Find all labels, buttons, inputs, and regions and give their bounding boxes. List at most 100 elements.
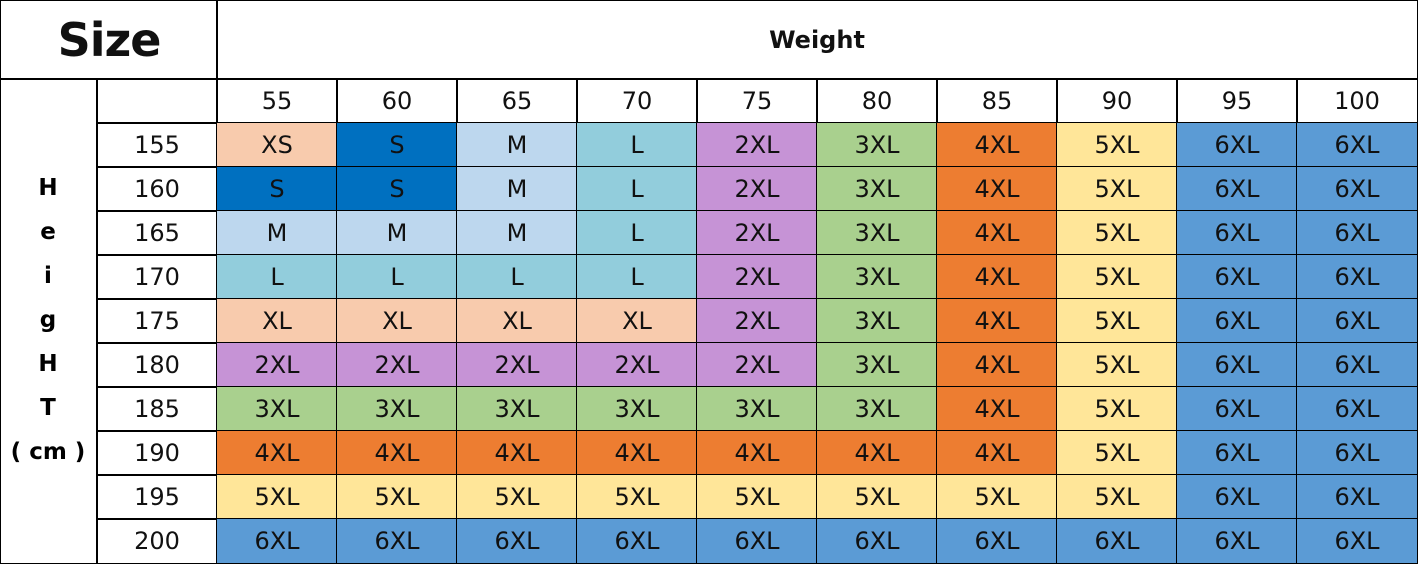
height-value: 180 — [96, 342, 218, 388]
height-value: 200 — [96, 518, 218, 564]
height-value: 195 — [96, 474, 218, 520]
size-cell: XL — [576, 298, 698, 344]
size-cell: 5XL — [1056, 254, 1178, 300]
weight-label: Weight — [216, 0, 1418, 80]
size-cell: 3XL — [456, 386, 578, 432]
size-cell: 3XL — [336, 386, 458, 432]
size-cell: 4XL — [936, 342, 1058, 388]
height-value: 190 — [96, 430, 218, 476]
size-cell: L — [336, 254, 458, 300]
size-cell: 2XL — [216, 342, 338, 388]
size-cell: 3XL — [816, 342, 938, 388]
size-cell: 5XL — [1056, 474, 1178, 520]
height-label-char: e — [40, 219, 56, 245]
weight-header: 85 — [936, 78, 1058, 124]
size-cell: 6XL — [1296, 122, 1418, 168]
height-value: 175 — [96, 298, 218, 344]
height-value: 170 — [96, 254, 218, 300]
size-cell: 3XL — [816, 254, 938, 300]
size-cell: 6XL — [1176, 430, 1298, 476]
height-label-char: T — [40, 395, 56, 421]
size-cell: L — [456, 254, 578, 300]
size-cell: XS — [216, 122, 338, 168]
size-cell: 5XL — [1056, 430, 1178, 476]
size-cell: L — [576, 122, 698, 168]
size-cell: 5XL — [456, 474, 578, 520]
size-cell: 3XL — [816, 210, 938, 256]
size-cell: M — [456, 166, 578, 212]
size-cell: 6XL — [1296, 518, 1418, 564]
size-cell: 5XL — [1056, 386, 1178, 432]
size-cell: 4XL — [936, 430, 1058, 476]
size-cell: 4XL — [456, 430, 578, 476]
size-cell: 2XL — [576, 342, 698, 388]
size-cell: 6XL — [1296, 210, 1418, 256]
height-value: 160 — [96, 166, 218, 212]
size-cell: 5XL — [1056, 122, 1178, 168]
height-value: 165 — [96, 210, 218, 256]
size-cell: 4XL — [576, 430, 698, 476]
size-cell: 5XL — [1056, 210, 1178, 256]
size-cell: 6XL — [816, 518, 938, 564]
size-cell: L — [576, 254, 698, 300]
size-cell: XL — [216, 298, 338, 344]
corner-cell — [96, 78, 218, 124]
size-cell: 4XL — [936, 166, 1058, 212]
height-label-char: i — [44, 263, 52, 289]
size-cell: 6XL — [1176, 386, 1298, 432]
size-cell: 4XL — [816, 430, 938, 476]
size-cell: M — [456, 210, 578, 256]
weight-header: 95 — [1176, 78, 1298, 124]
size-cell: 2XL — [696, 166, 818, 212]
weight-header: 90 — [1056, 78, 1178, 124]
weight-header: 100 — [1296, 78, 1418, 124]
size-cell: 5XL — [216, 474, 338, 520]
size-cell: 6XL — [1296, 474, 1418, 520]
size-cell: S — [336, 166, 458, 212]
size-cell: 4XL — [696, 430, 818, 476]
size-cell: 3XL — [576, 386, 698, 432]
size-cell: 5XL — [1056, 342, 1178, 388]
size-cell: 2XL — [696, 254, 818, 300]
size-cell: S — [216, 166, 338, 212]
size-cell: 6XL — [456, 518, 578, 564]
size-cell: 4XL — [936, 210, 1058, 256]
size-cell: 6XL — [1176, 166, 1298, 212]
size-cell: 5XL — [816, 474, 938, 520]
height-label-char: H — [38, 175, 58, 201]
size-cell: 5XL — [936, 474, 1058, 520]
size-cell: 3XL — [816, 166, 938, 212]
size-cell: 5XL — [696, 474, 818, 520]
size-cell: XL — [456, 298, 578, 344]
size-cell: 2XL — [696, 298, 818, 344]
size-cell: 2XL — [456, 342, 578, 388]
size-cell: L — [216, 254, 338, 300]
size-cell: M — [456, 122, 578, 168]
size-cell: 4XL — [936, 386, 1058, 432]
size-cell: S — [336, 122, 458, 168]
size-cell: 6XL — [696, 518, 818, 564]
height-value: 185 — [96, 386, 218, 432]
size-cell: 2XL — [696, 210, 818, 256]
title: Size — [0, 0, 218, 80]
size-cell: 5XL — [1056, 166, 1178, 212]
size-cell: 5XL — [336, 474, 458, 520]
size-cell: 6XL — [1056, 518, 1178, 564]
size-cell: 6XL — [1176, 210, 1298, 256]
size-cell: 4XL — [936, 298, 1058, 344]
height-label-char: ( cm ) — [10, 439, 86, 465]
size-cell: 6XL — [1296, 342, 1418, 388]
weight-header: 75 — [696, 78, 818, 124]
size-cell: 6XL — [1176, 518, 1298, 564]
size-cell: 6XL — [1296, 166, 1418, 212]
size-cell: 5XL — [1056, 298, 1178, 344]
size-cell: 3XL — [216, 386, 338, 432]
size-cell: 3XL — [816, 122, 938, 168]
weight-header: 55 — [216, 78, 338, 124]
size-cell: 6XL — [1296, 386, 1418, 432]
size-cell: 3XL — [696, 386, 818, 432]
size-cell: 6XL — [336, 518, 458, 564]
size-cell: M — [336, 210, 458, 256]
size-cell: 6XL — [936, 518, 1058, 564]
